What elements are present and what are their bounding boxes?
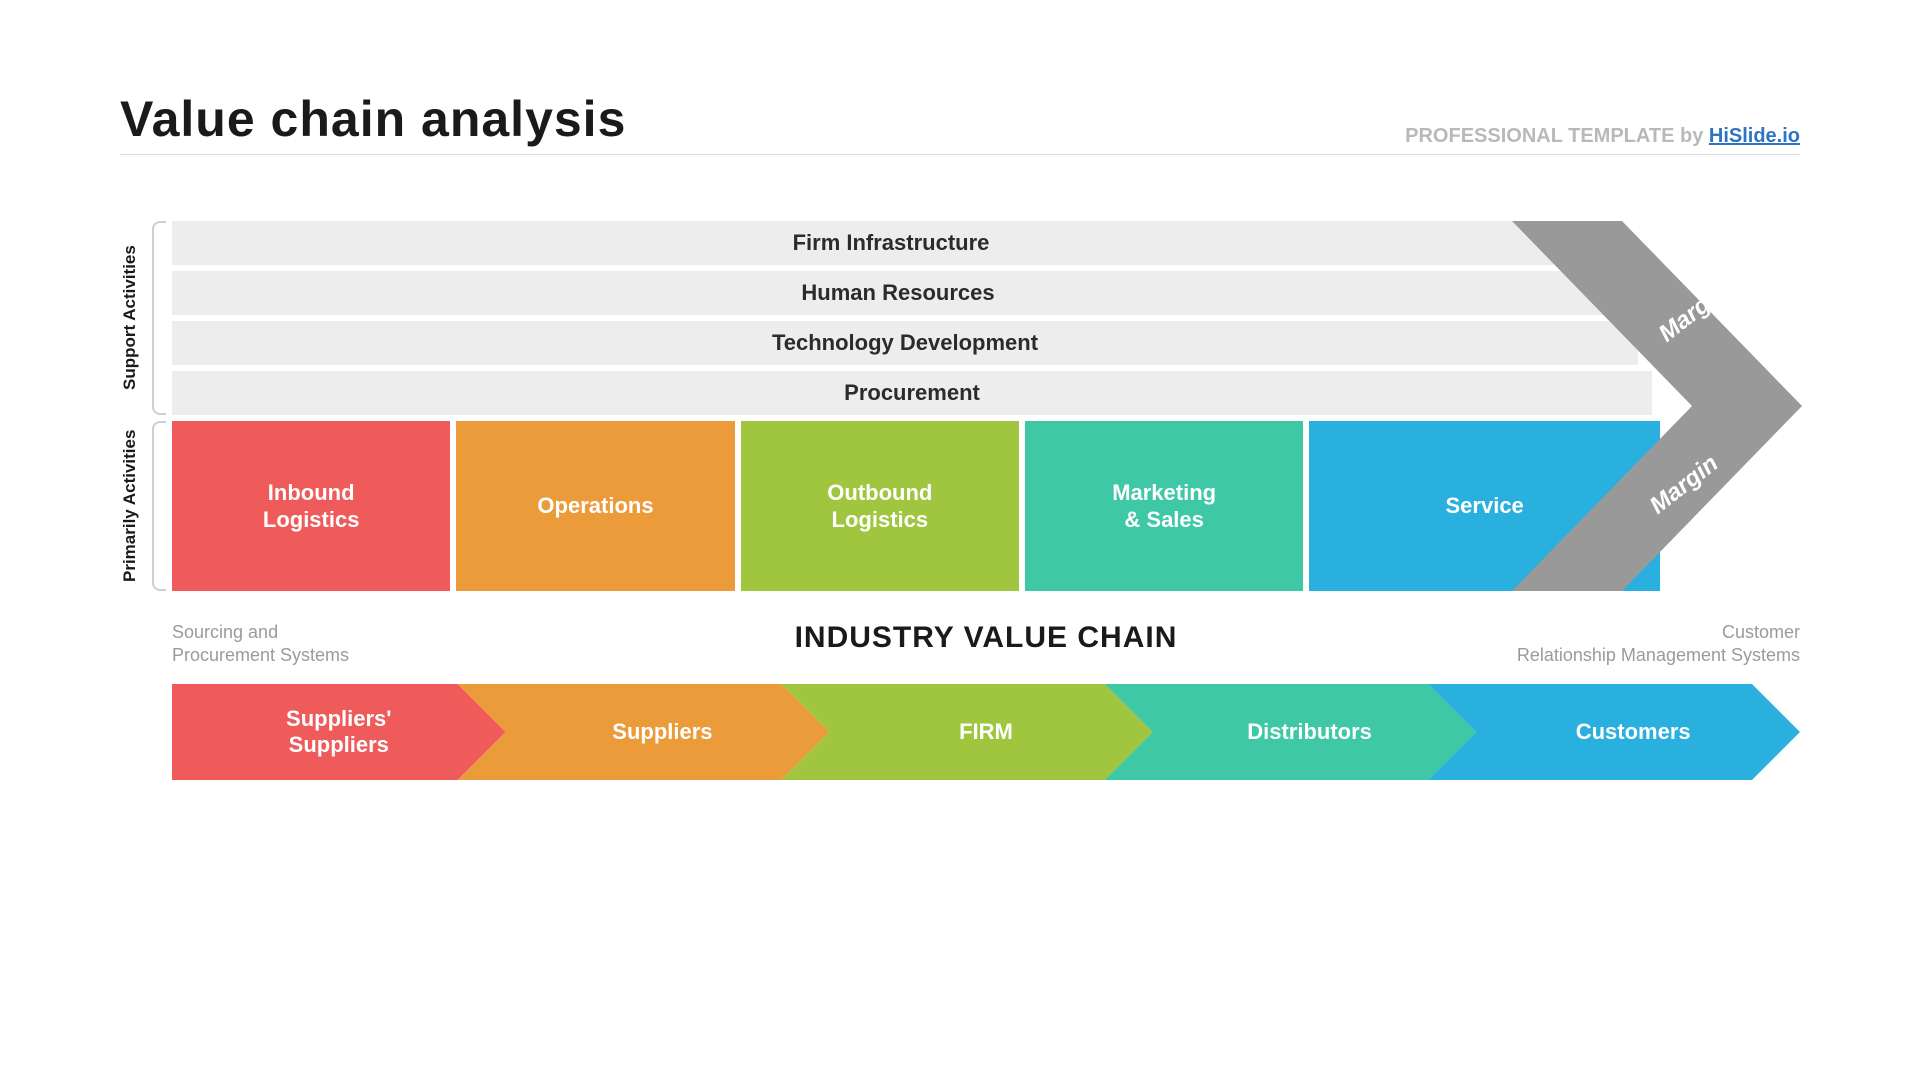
brace-icon	[152, 221, 166, 415]
primary-activities-label: Primarily Activities	[120, 421, 140, 591]
industry-chain: Suppliers'SuppliersSuppliersFIRMDistribu…	[172, 684, 1800, 780]
support-bar: Procurement	[172, 371, 1652, 415]
support-bar: Firm Infrastructure	[172, 221, 1610, 265]
note-right: CustomerRelationship Management Systems	[1197, 621, 1800, 666]
industry-chain-step: Suppliers'Suppliers	[172, 684, 506, 780]
primary-cell: InboundLogistics	[172, 421, 450, 591]
slide: Value chain analysis PROFESSIONAL TEMPLA…	[0, 0, 1920, 780]
credit-prefix: PROFESSIONAL TEMPLATE by	[1405, 125, 1709, 147]
brace-icon	[152, 421, 166, 591]
industry-chain-title: INDUSTRY VALUE CHAIN	[775, 621, 1198, 655]
primary-activities: InboundLogisticsOperationsOutboundLogist…	[172, 421, 1660, 591]
page-title: Value chain analysis	[120, 90, 626, 148]
support-activities: Firm Infrastructure Human Resources Techno…	[172, 221, 1800, 415]
industry-chain-step: Distributors	[1105, 684, 1477, 780]
primary-cell: Service	[1309, 421, 1660, 591]
industry-chain-header: Sourcing andProcurement Systems INDUSTRY…	[172, 621, 1800, 666]
primary-cell: Marketing& Sales	[1025, 421, 1303, 591]
primary-cell: Operations	[456, 421, 734, 591]
header: Value chain analysis PROFESSIONAL TEMPLA…	[120, 90, 1800, 155]
industry-chain-step: Suppliers	[458, 684, 830, 780]
support-bar: Human Resources	[172, 271, 1624, 315]
support-bar: Technology Development	[172, 321, 1638, 365]
support-activities-label: Support Activities	[120, 221, 140, 415]
credit: PROFESSIONAL TEMPLATE by HiSlide.io	[1405, 125, 1800, 148]
value-chain-diagram: Support Activities Primarily Activities …	[120, 221, 1800, 591]
value-chain-rows: Support Activities Primarily Activities …	[172, 221, 1800, 591]
note-left: Sourcing andProcurement Systems	[172, 621, 775, 666]
industry-chain-step: Customers	[1428, 684, 1800, 780]
primary-cell: OutboundLogistics	[741, 421, 1019, 591]
industry-chain-step: FIRM	[781, 684, 1153, 780]
credit-link[interactable]: HiSlide.io	[1709, 125, 1800, 147]
